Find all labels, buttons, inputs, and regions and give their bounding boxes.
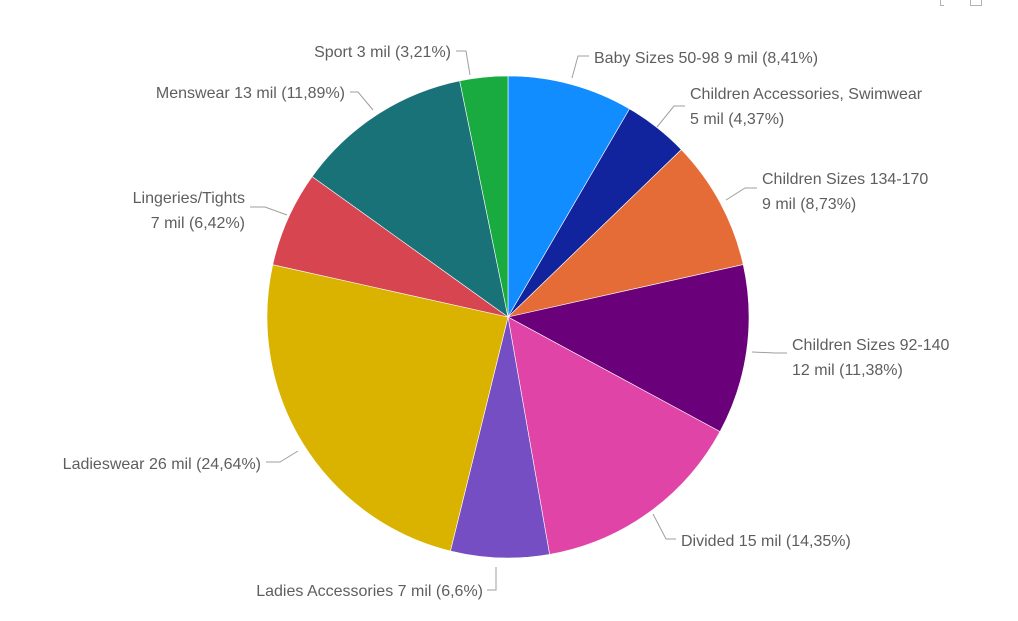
leader-line-8 bbox=[250, 206, 288, 216]
filter-icon[interactable] bbox=[940, 0, 944, 6]
data-label-3: Children Sizes 134-170 9 mil (8,73%) bbox=[762, 171, 928, 213]
pie-slices bbox=[266, 75, 750, 559]
leader-line-1 bbox=[571, 55, 589, 79]
focus-mode-icon[interactable] bbox=[970, 0, 982, 6]
data-label-line: Divided 15 mil (14,35%) bbox=[681, 533, 851, 550]
leader-line-3 bbox=[725, 187, 757, 201]
data-label-line: Children Sizes 134-170 bbox=[762, 171, 928, 188]
data-label-line: Ladies Accessories 7 mil (6,6%) bbox=[256, 583, 483, 600]
data-label-line: Ladieswear 26 mil (24,64%) bbox=[63, 456, 261, 473]
leader-line-2 bbox=[656, 105, 685, 128]
pie-slice-4[interactable] bbox=[507, 264, 750, 433]
pie-slice-10[interactable] bbox=[459, 75, 509, 318]
data-label-line: Menswear 13 mil (11,89%) bbox=[156, 85, 345, 102]
pie-slice-3[interactable] bbox=[507, 149, 744, 318]
data-label-2: Children Accessories, Swimwear 5 mil (4,3… bbox=[690, 86, 923, 128]
data-label-5: Divided 15 mil (14,35%) bbox=[681, 533, 851, 550]
data-label-line: Sport 3 mil (3,21%) bbox=[314, 44, 451, 61]
data-labels: Baby Sizes 50-98 9 mil (8,41%) Children A… bbox=[63, 44, 950, 600]
data-label-line: Lingeries/Tights bbox=[133, 190, 245, 207]
data-label-1: Baby Sizes 50-98 9 mil (8,41%) bbox=[594, 50, 818, 67]
data-label-line: Children Accessories, Swimwear bbox=[690, 86, 923, 103]
data-label-10: Sport 3 mil (3,21%) bbox=[314, 44, 451, 61]
data-label-line: 9 mil (8,73%) bbox=[762, 196, 856, 213]
leader-line-7 bbox=[266, 450, 299, 463]
leader-line-9 bbox=[350, 91, 374, 111]
leader-line-10 bbox=[456, 50, 471, 76]
data-label-line: 12 mil (11,38%) bbox=[792, 362, 903, 379]
pie-slice-7[interactable] bbox=[266, 264, 509, 552]
data-label-9: Menswear 13 mil (11,89%) bbox=[156, 85, 345, 102]
pie-slice-1[interactable] bbox=[507, 75, 630, 319]
pie-slice-5[interactable] bbox=[507, 316, 721, 555]
data-label-7: Ladieswear 26 mil (24,64%) bbox=[63, 456, 261, 473]
pie-slice-9[interactable] bbox=[311, 80, 509, 318]
data-label-4: Children Sizes 92-140 12 mil (11,38%) bbox=[792, 337, 950, 379]
leader-line-4 bbox=[751, 351, 787, 354]
data-label-6: Ladies Accessories 7 mil (6,6%) bbox=[256, 583, 483, 600]
leader-line-6 bbox=[487, 567, 497, 591]
data-label-line: Baby Sizes 50-98 9 mil (8,41%) bbox=[594, 50, 818, 67]
leader-lines bbox=[250, 50, 787, 591]
data-label-line: 7 mil (6,42%) bbox=[151, 215, 245, 232]
data-label-line: Children Sizes 92-140 bbox=[792, 337, 950, 354]
data-label-8: Lingeries/Tights 7 mil (6,42%) bbox=[133, 190, 245, 232]
data-label-line: 5 mil (4,37%) bbox=[690, 111, 784, 128]
leader-line-5 bbox=[652, 513, 676, 540]
